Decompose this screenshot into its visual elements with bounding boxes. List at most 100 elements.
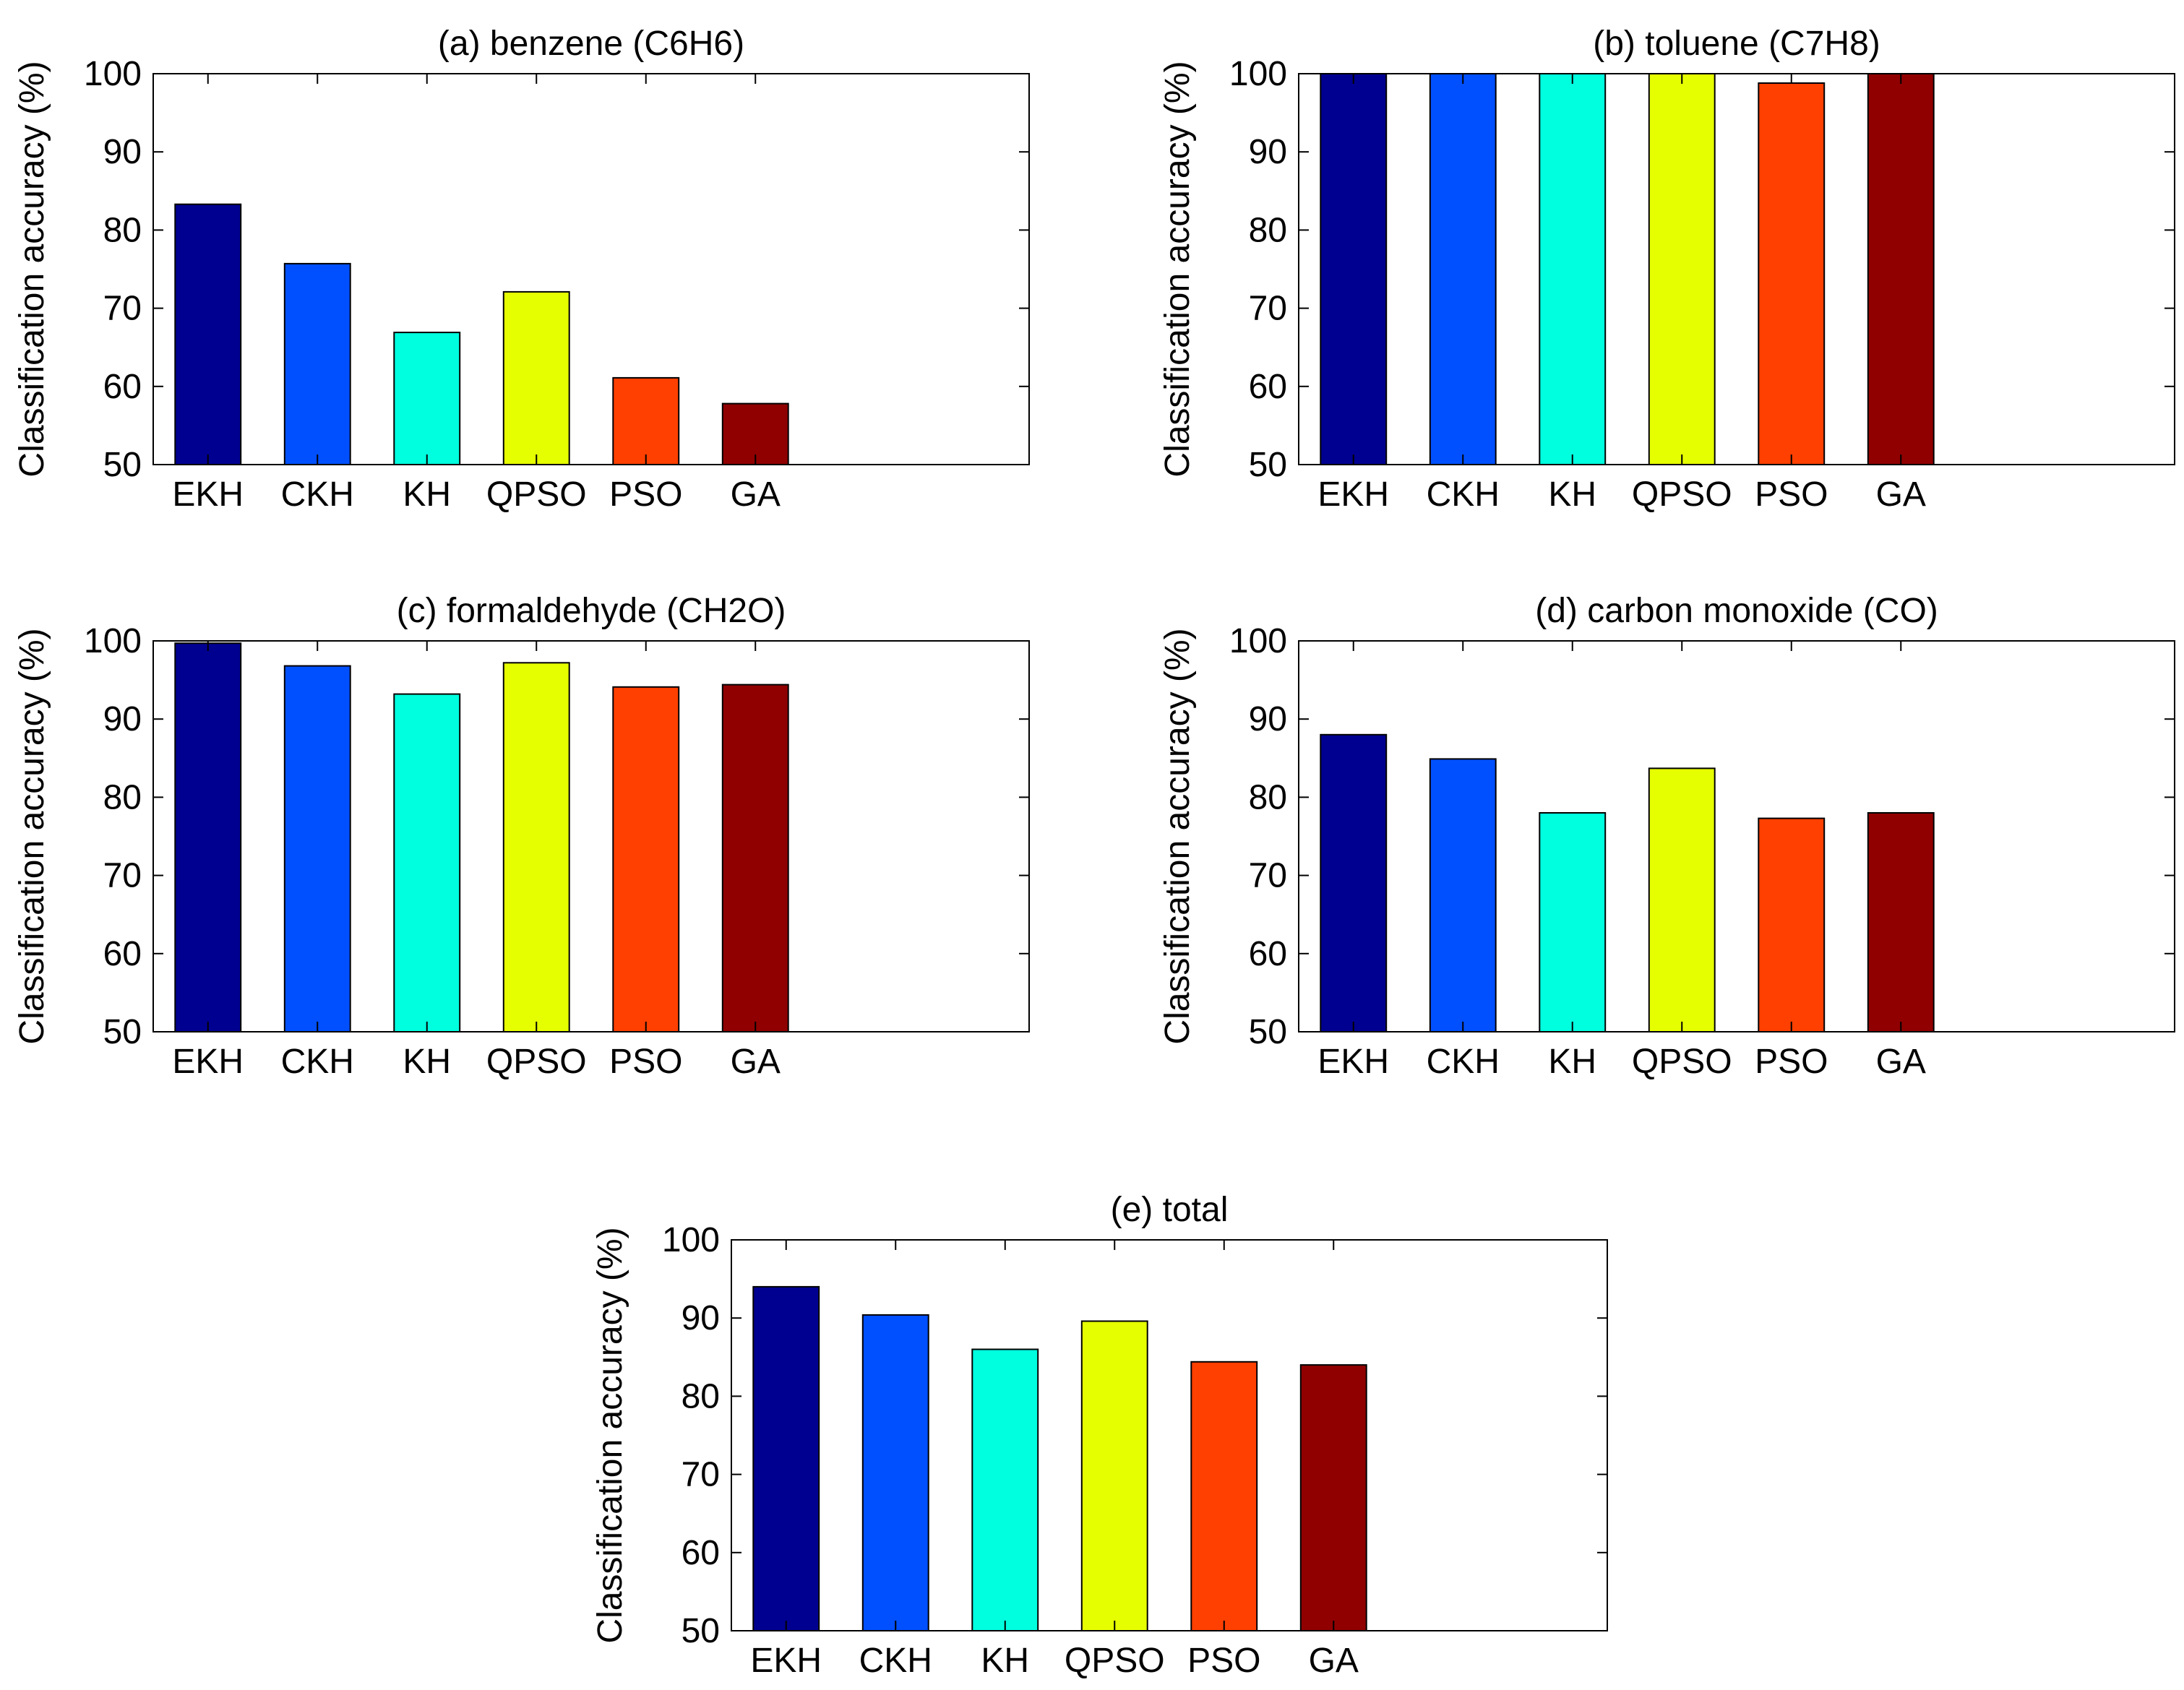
panel-title: (b) toluene (C7H8) bbox=[1593, 25, 1880, 63]
y-tick-label: 80 bbox=[682, 1377, 720, 1415]
x-tick-label-ekh: EKH bbox=[750, 1642, 822, 1680]
x-tick-label-ckh: CKH bbox=[1427, 1043, 1500, 1081]
bar-ekh bbox=[752, 1285, 820, 1632]
bar-pso bbox=[1758, 817, 1826, 1032]
x-tick-label-qpso: QPSO bbox=[486, 475, 587, 514]
bar-ga bbox=[1867, 73, 1935, 465]
x-tick-label-qpso: QPSO bbox=[1632, 475, 1732, 514]
bar-qpso bbox=[502, 662, 570, 1032]
panel-title: (d) carbon monoxide (CO) bbox=[1535, 592, 1938, 630]
bar-qpso bbox=[502, 290, 570, 465]
bar-pso bbox=[612, 376, 680, 466]
x-tick-label-ga: GA bbox=[1876, 1043, 1926, 1081]
y-tick-label: 100 bbox=[1229, 55, 1287, 93]
plot-frame bbox=[152, 73, 1030, 465]
y-tick-label: 80 bbox=[103, 211, 142, 249]
bar-kh bbox=[393, 332, 461, 465]
x-tick-label-ckh: CKH bbox=[281, 475, 354, 514]
plot-frame bbox=[731, 1239, 1608, 1631]
y-tick-label: 70 bbox=[682, 1456, 720, 1494]
panel-title: (a) benzene (C6H6) bbox=[438, 25, 744, 63]
plot-frame bbox=[1298, 640, 2175, 1032]
y-tick-label: 50 bbox=[103, 446, 142, 484]
bar-pso bbox=[1190, 1361, 1258, 1632]
panel-5: 50 60 70 80 90 100 EKH CKH KH QPSO PSO GA (e) total C… bbox=[591, 1191, 1608, 1680]
panel-title: (c) formaldehyde (CH2O) bbox=[397, 592, 786, 630]
x-tick-label-kh: KH bbox=[981, 1642, 1029, 1680]
x-tick-label-qpso: QPSO bbox=[1065, 1642, 1165, 1680]
panel-4: 50 60 70 80 90 100 EKH CKH KH QPSO PSO GA (d) carbon… bbox=[1158, 592, 2175, 1081]
bar-kh bbox=[1539, 812, 1607, 1032]
bar-ckh bbox=[283, 665, 351, 1032]
x-tick-label-pso: PSO bbox=[609, 1043, 682, 1081]
y-tick-label: 50 bbox=[1249, 446, 1287, 484]
x-tick-label-pso: PSO bbox=[1187, 1642, 1260, 1680]
bar-ckh bbox=[283, 262, 351, 465]
y-tick-label: 50 bbox=[1249, 1013, 1287, 1051]
y-tick-label: 70 bbox=[1249, 857, 1287, 895]
y-tick-label: 50 bbox=[103, 1013, 142, 1051]
y-tick-label: 60 bbox=[682, 1534, 720, 1572]
y-tick-label: 60 bbox=[103, 935, 142, 973]
bar-pso bbox=[612, 686, 680, 1032]
y-axis-label: Classification accuracy (%) bbox=[13, 628, 51, 1044]
x-tick-label-kh: KH bbox=[403, 1043, 451, 1081]
y-tick-label: 60 bbox=[1249, 935, 1287, 973]
x-tick-label-ckh: CKH bbox=[859, 1642, 932, 1680]
y-tick-label: 60 bbox=[103, 368, 142, 406]
y-tick-label: 80 bbox=[1249, 211, 1287, 249]
y-tick-label: 70 bbox=[103, 857, 142, 895]
bar-pso bbox=[1758, 82, 1826, 465]
x-tick-label-ga: GA bbox=[731, 1043, 781, 1081]
panel-2: 50 60 70 80 90 100 EKH CKH KH QPSO PSO GA (b) toluen… bbox=[1158, 25, 2175, 514]
y-tick-label: 90 bbox=[682, 1299, 720, 1337]
y-tick-label: 90 bbox=[1249, 700, 1287, 738]
x-tick-label-pso: PSO bbox=[1755, 475, 1828, 514]
bar-ga bbox=[1299, 1364, 1367, 1631]
x-tick-label-ckh: CKH bbox=[281, 1043, 354, 1081]
x-tick-label-ekh: EKH bbox=[172, 475, 244, 514]
y-tick-label: 90 bbox=[103, 700, 142, 738]
x-tick-label-qpso: QPSO bbox=[486, 1043, 587, 1081]
bar-ga bbox=[1867, 812, 1935, 1032]
bar-ekh bbox=[1320, 733, 1388, 1032]
y-tick-label: 90 bbox=[1249, 133, 1287, 171]
bar-ckh bbox=[1429, 758, 1497, 1033]
x-tick-label-kh: KH bbox=[1548, 1043, 1596, 1081]
x-tick-label-qpso: QPSO bbox=[1632, 1043, 1732, 1081]
y-tick-label: 60 bbox=[1249, 368, 1287, 406]
panel-3: 50 60 70 80 90 100 EKH CKH KH QPSO PSO GA (c) formal… bbox=[13, 592, 1030, 1081]
x-tick-label-ga: GA bbox=[1309, 1642, 1359, 1680]
bar-kh bbox=[971, 1348, 1039, 1631]
y-tick-label: 50 bbox=[682, 1612, 720, 1650]
x-tick-label-ga: GA bbox=[1876, 475, 1926, 514]
bar-kh bbox=[393, 693, 461, 1032]
bar-qpso bbox=[1080, 1320, 1148, 1631]
x-tick-label-kh: KH bbox=[403, 475, 451, 514]
x-tick-label-ckh: CKH bbox=[1427, 475, 1500, 514]
x-tick-label-kh: KH bbox=[1548, 475, 1596, 514]
y-axis-label: Classification accuracy (%) bbox=[591, 1227, 629, 1643]
bar-qpso bbox=[1648, 73, 1716, 465]
y-tick-label: 90 bbox=[103, 133, 142, 171]
y-tick-label: 100 bbox=[1229, 622, 1287, 660]
panel-1: 50 60 70 80 90 100 EKH CKH KH QPSO PSO GA (a) benzen… bbox=[13, 25, 1030, 514]
y-tick-label: 100 bbox=[84, 622, 142, 660]
y-tick-label: 70 bbox=[1249, 290, 1287, 328]
x-tick-label-ekh: EKH bbox=[1317, 1043, 1389, 1081]
bar-ekh bbox=[174, 642, 242, 1032]
y-tick-label: 70 bbox=[103, 290, 142, 328]
x-tick-label-pso: PSO bbox=[609, 475, 682, 514]
plot-frame bbox=[1298, 73, 2175, 465]
y-tick-label: 80 bbox=[103, 778, 142, 816]
x-tick-label-pso: PSO bbox=[1755, 1043, 1828, 1081]
bar-ga bbox=[721, 684, 789, 1032]
bar-ckh bbox=[1429, 73, 1497, 465]
bar-ckh bbox=[861, 1314, 929, 1632]
bar-ekh bbox=[174, 203, 242, 465]
panel-title: (e) total bbox=[1111, 1191, 1229, 1229]
plot-frame bbox=[152, 640, 1030, 1032]
bar-qpso bbox=[1648, 767, 1716, 1033]
y-tick-label: 100 bbox=[84, 55, 142, 93]
